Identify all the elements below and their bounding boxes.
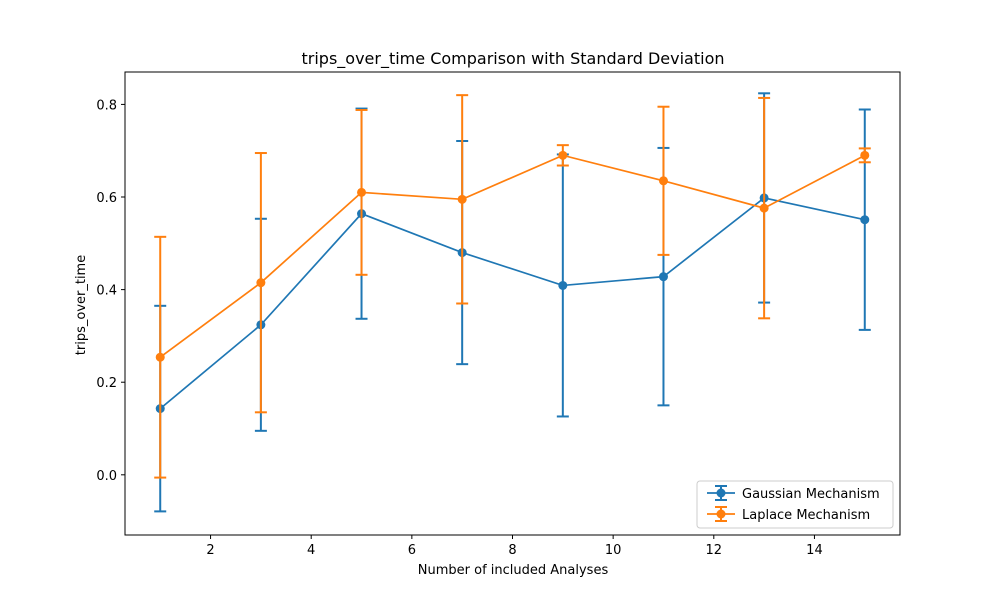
x-tick-label: 2 [206, 543, 214, 558]
data-point [658, 176, 668, 186]
x-axis: 2 4 6 8 10 12 14 [206, 535, 823, 558]
y-axis: 0.0 0.2 0.4 0.6 0.8 [96, 98, 125, 484]
legend-label: Laplace Mechanism [742, 508, 870, 523]
data-point [860, 150, 870, 160]
y-tick-label: 0.0 [96, 469, 117, 484]
axes-frame [124, 71, 901, 536]
data-point [759, 203, 769, 213]
series-laplace-mechanism [154, 94, 871, 479]
x-tick-label: 14 [806, 543, 823, 558]
legend-marker [716, 488, 726, 498]
x-tick-label: 10 [605, 543, 622, 558]
axes-border [124, 71, 901, 536]
data-point [457, 194, 467, 204]
plot-area [154, 92, 871, 513]
data-point [558, 280, 568, 290]
data-point [155, 352, 165, 362]
legend-box [696, 480, 894, 529]
legend: Gaussian Mechanism Laplace Mechanism [696, 480, 894, 529]
x-tick-label: 12 [706, 543, 723, 558]
x-tick-label: 8 [508, 543, 516, 558]
y-axis-title: trips_over_time [74, 255, 89, 355]
series-line [159, 197, 865, 410]
data-point [357, 187, 367, 197]
x-axis-title: Number of included Analyses [418, 563, 609, 578]
data-point [658, 272, 668, 282]
y-tick-label: 0.2 [96, 376, 117, 391]
legend-marker [716, 509, 726, 519]
y-tick-label: 0.6 [96, 191, 117, 206]
y-tick-label: 0.4 [96, 284, 117, 299]
series-line [159, 154, 866, 358]
x-tick-label: 6 [408, 543, 416, 558]
data-point [860, 215, 870, 225]
chart-title: trips_over_time Comparison with Standard… [301, 49, 724, 69]
x-tick-label: 4 [307, 543, 315, 558]
legend-label: Gaussian Mechanism [742, 487, 880, 502]
data-point [256, 278, 266, 288]
data-point [558, 150, 568, 160]
y-tick-label: 0.8 [96, 98, 117, 113]
